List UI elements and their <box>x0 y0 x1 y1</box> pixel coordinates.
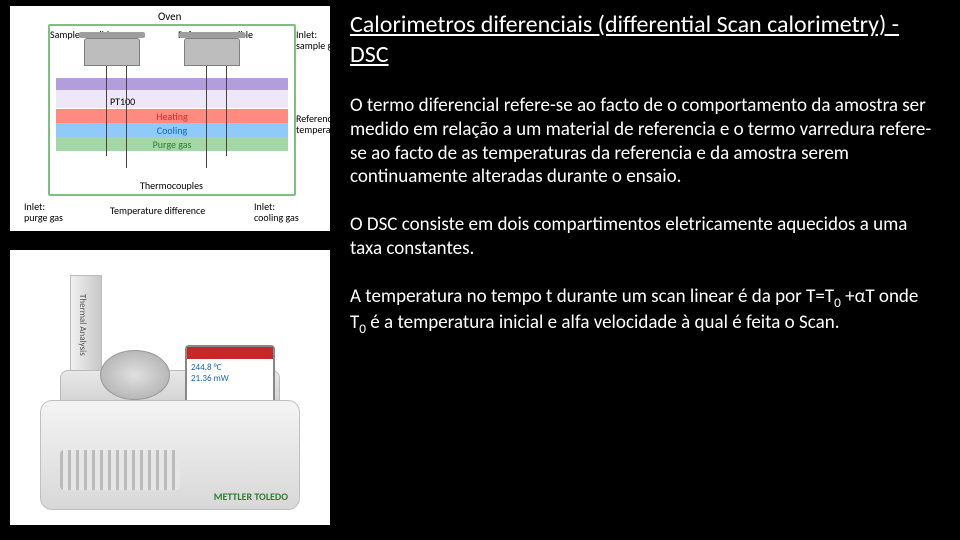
inlet-cooling-gas-label: Inlet: cooling gas <box>254 202 310 223</box>
screen-unit-2: mW <box>214 373 229 384</box>
sample-crucible-icon <box>84 38 140 66</box>
screen-value-2: 21.36 <box>191 373 212 384</box>
dsc-schematic-diagram: Oven Sample crucible Reference crucible … <box>10 6 330 231</box>
thermocouple-wire <box>206 66 207 168</box>
text-column: Calorimetros diferenciais (differential … <box>350 10 945 361</box>
p3-part1: A temperatura no tempo t durante um scan… <box>350 285 834 308</box>
purge-band: Purge gas <box>56 137 288 151</box>
reference-temperature-label: Reference temperature <box>296 114 346 135</box>
cooling-label: Cooling <box>56 124 288 137</box>
instrument-screen-body: 244.8 °C 21.36 mW <box>191 363 229 385</box>
instrument-brand-vertical: Thermal Analysis <box>68 280 88 370</box>
thermocouple-wire <box>106 66 107 156</box>
reference-crucible-icon <box>184 38 240 66</box>
paragraph-1: O termo diferencial refere-se ao facto d… <box>350 94 935 189</box>
dsc-instrument-image: Thermal Analysis 244.8 °C 21.36 mW METTL… <box>10 250 330 525</box>
pt100-band <box>56 90 288 108</box>
p3-part3: é a temperatura inicial e alfa velocidad… <box>366 311 839 334</box>
paragraph-3: A temperatura no tempo t durante um scan… <box>350 285 935 338</box>
p3-sub1: 0 <box>834 293 841 310</box>
screen-value-1: 244.8 <box>191 362 212 373</box>
oven-label: Oven <box>158 10 181 23</box>
sensor-band <box>56 78 288 90</box>
paragraph-2: O DSC consiste em dois compartimentos el… <box>350 213 935 261</box>
instrument-screen-header <box>187 347 273 359</box>
pt100-label: PT100 <box>110 95 135 108</box>
inlet-purge-gas-label: Inlet: purge gas <box>24 202 74 223</box>
temperature-difference-label: Temperature difference <box>110 206 205 217</box>
heating-band: Heating <box>56 109 288 123</box>
instrument-screen: 244.8 °C 21.36 mW <box>185 345 275 407</box>
instrument-furnace <box>100 350 170 400</box>
thermocouple-wire <box>126 66 127 168</box>
cooling-band: Cooling <box>56 123 288 137</box>
inlet-sample-gas-label: Inlet: sample gas <box>296 30 342 51</box>
heating-label: Heating <box>56 110 288 123</box>
instrument-logo: METTLER TOLEDO <box>214 490 288 503</box>
thermocouples-label: Thermocouples <box>140 179 203 192</box>
instrument-vents <box>60 450 180 490</box>
slide-title: Calorimetros diferenciais (differential … <box>350 10 935 70</box>
purge-gas-label: Purge gas <box>56 138 288 151</box>
screen-unit-1: °C <box>214 362 222 373</box>
left-column: Oven Sample crucible Reference crucible … <box>0 0 340 540</box>
thermocouple-wire <box>226 66 227 156</box>
p3-sub2: 0 <box>359 320 366 337</box>
